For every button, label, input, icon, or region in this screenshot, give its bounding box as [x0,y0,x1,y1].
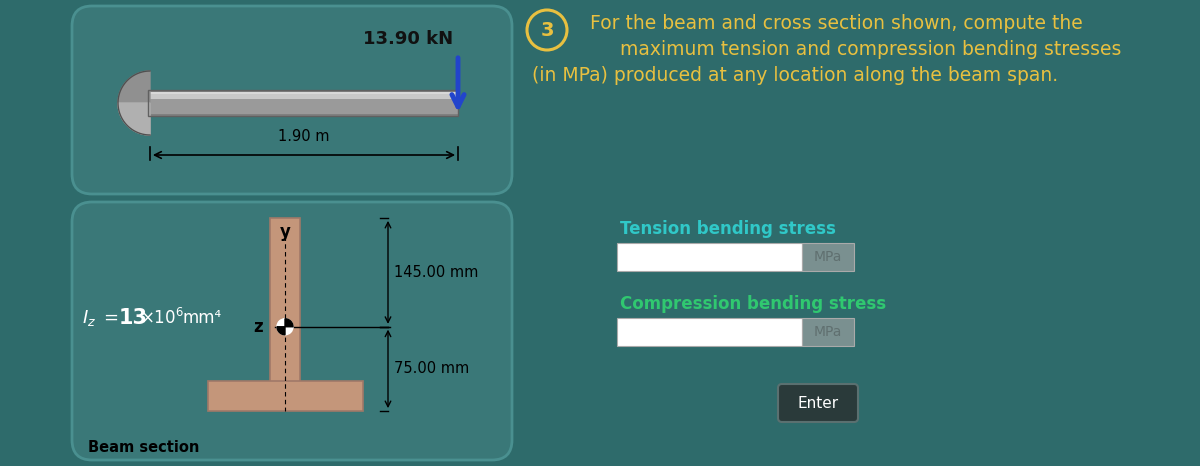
Bar [148,90,458,116]
Text: 13: 13 [119,308,148,328]
Text: Enter: Enter [798,397,839,411]
Text: $\times10^6$: $\times10^6$ [140,308,184,328]
Text: $I_z$: $I_z$ [82,308,96,328]
Bar [150,92,456,99]
Bar [208,381,364,411]
Polygon shape [118,103,150,135]
Text: Compression bending stress: Compression bending stress [620,295,886,313]
FancyBboxPatch shape [72,6,512,194]
Circle shape [277,319,293,335]
Text: 3: 3 [540,21,553,41]
Text: Tension bending stress: Tension bending stress [620,220,836,238]
Bar [148,92,458,114]
Text: 1.90 m: 1.90 m [278,129,330,144]
Circle shape [527,10,568,50]
Text: For the beam and cross section shown, compute the: For the beam and cross section shown, co… [590,14,1082,33]
Bar [617,318,802,346]
Bar [617,243,802,271]
Bar [270,218,300,383]
Text: y: y [280,223,290,241]
Text: maximum tension and compression bending stresses: maximum tension and compression bending … [620,40,1121,59]
Text: 145.00 mm: 145.00 mm [394,265,479,280]
Bar [802,243,854,271]
Polygon shape [118,71,150,135]
FancyBboxPatch shape [72,202,512,460]
Text: 13.90 kN: 13.90 kN [362,30,454,48]
Polygon shape [277,327,286,335]
Bar [148,90,458,116]
FancyBboxPatch shape [778,384,858,422]
Polygon shape [286,319,293,327]
Bar [802,318,854,346]
Text: MPa: MPa [814,250,842,264]
Text: =: = [104,309,125,327]
Text: MPa: MPa [814,325,842,339]
Text: Beam section: Beam section [88,440,199,455]
Text: z: z [253,318,263,336]
Text: (in MPa) produced at any location along the beam span.: (in MPa) produced at any location along … [532,66,1058,85]
Bar [150,92,456,94]
Text: mm⁴: mm⁴ [182,309,221,327]
Text: 75.00 mm: 75.00 mm [394,361,469,377]
